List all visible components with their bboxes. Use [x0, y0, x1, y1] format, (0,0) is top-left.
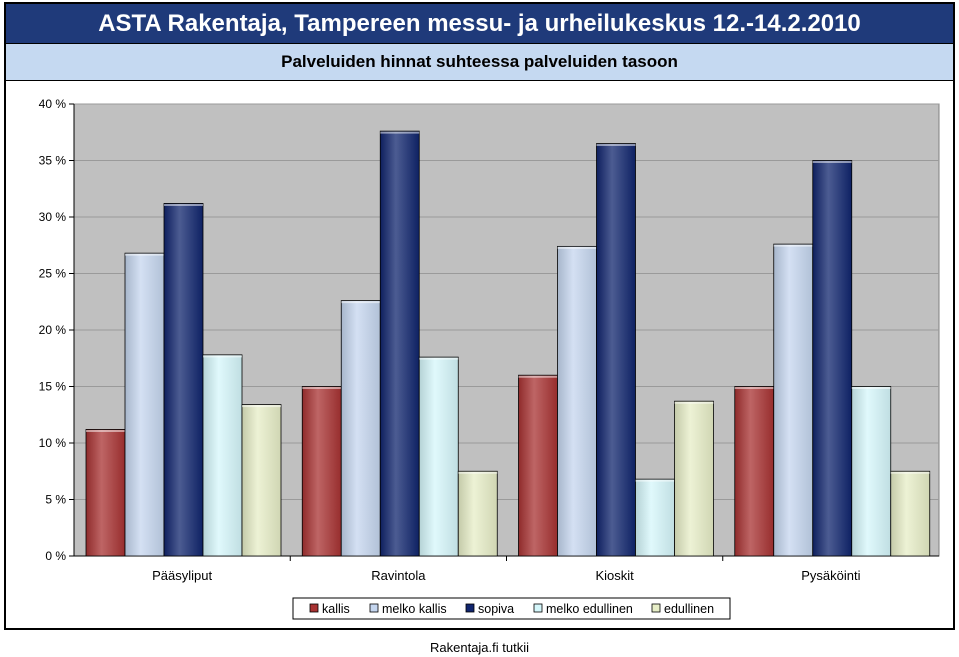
bar	[340, 300, 381, 557]
legend-swatch	[651, 603, 661, 613]
y-tick-label: 20 %	[39, 323, 67, 337]
source-footer: Rakentaja.fi tutkii	[430, 640, 529, 655]
y-tick-label: 10 %	[39, 436, 67, 450]
chart-subtitle: Palveluiden hinnat suhteessa palveluiden…	[6, 43, 953, 81]
x-tick-label: Kioskit	[595, 568, 634, 583]
bar	[674, 400, 714, 557]
legend-swatch	[533, 603, 543, 613]
bar	[163, 203, 204, 557]
legend-swatch	[309, 603, 319, 613]
bar	[812, 160, 853, 557]
legend-label: sopiva	[478, 602, 514, 616]
legend-label: edullinen	[664, 602, 714, 616]
bar	[301, 386, 342, 557]
bar	[379, 130, 420, 557]
bar	[241, 404, 282, 557]
y-tick-label: 25 %	[39, 267, 67, 281]
y-tick-label: 5 %	[45, 493, 66, 507]
legend-swatch	[465, 603, 475, 613]
legend-label: melko kallis	[382, 602, 447, 616]
bar	[635, 478, 675, 557]
bar	[596, 143, 636, 557]
y-tick-label: 15 %	[39, 380, 67, 394]
y-tick-label: 0 %	[45, 549, 66, 563]
bar	[734, 386, 775, 557]
bar	[773, 243, 814, 557]
bar	[457, 470, 498, 557]
legend-swatch	[369, 603, 379, 613]
x-tick-label: Ravintola	[371, 568, 426, 583]
bar	[851, 386, 892, 557]
y-tick-label: 40 %	[39, 97, 67, 111]
bar	[85, 429, 126, 557]
legend-label: kallis	[322, 602, 350, 616]
bar	[202, 354, 243, 557]
legend-box	[292, 597, 731, 620]
bar	[890, 470, 931, 557]
bar	[124, 252, 165, 557]
x-tick-label: Pysäköinti	[801, 568, 860, 583]
bar	[557, 245, 597, 557]
x-tick-label: Pääsyliput	[152, 568, 212, 583]
bar	[518, 374, 558, 557]
y-tick-label: 35 %	[39, 154, 67, 168]
legend-label: melko edullinen	[546, 602, 633, 616]
chart-title: ASTA Rakentaja, Tampereen messu- ja urhe…	[6, 4, 953, 43]
bar	[418, 356, 459, 557]
y-tick-label: 30 %	[39, 210, 67, 224]
